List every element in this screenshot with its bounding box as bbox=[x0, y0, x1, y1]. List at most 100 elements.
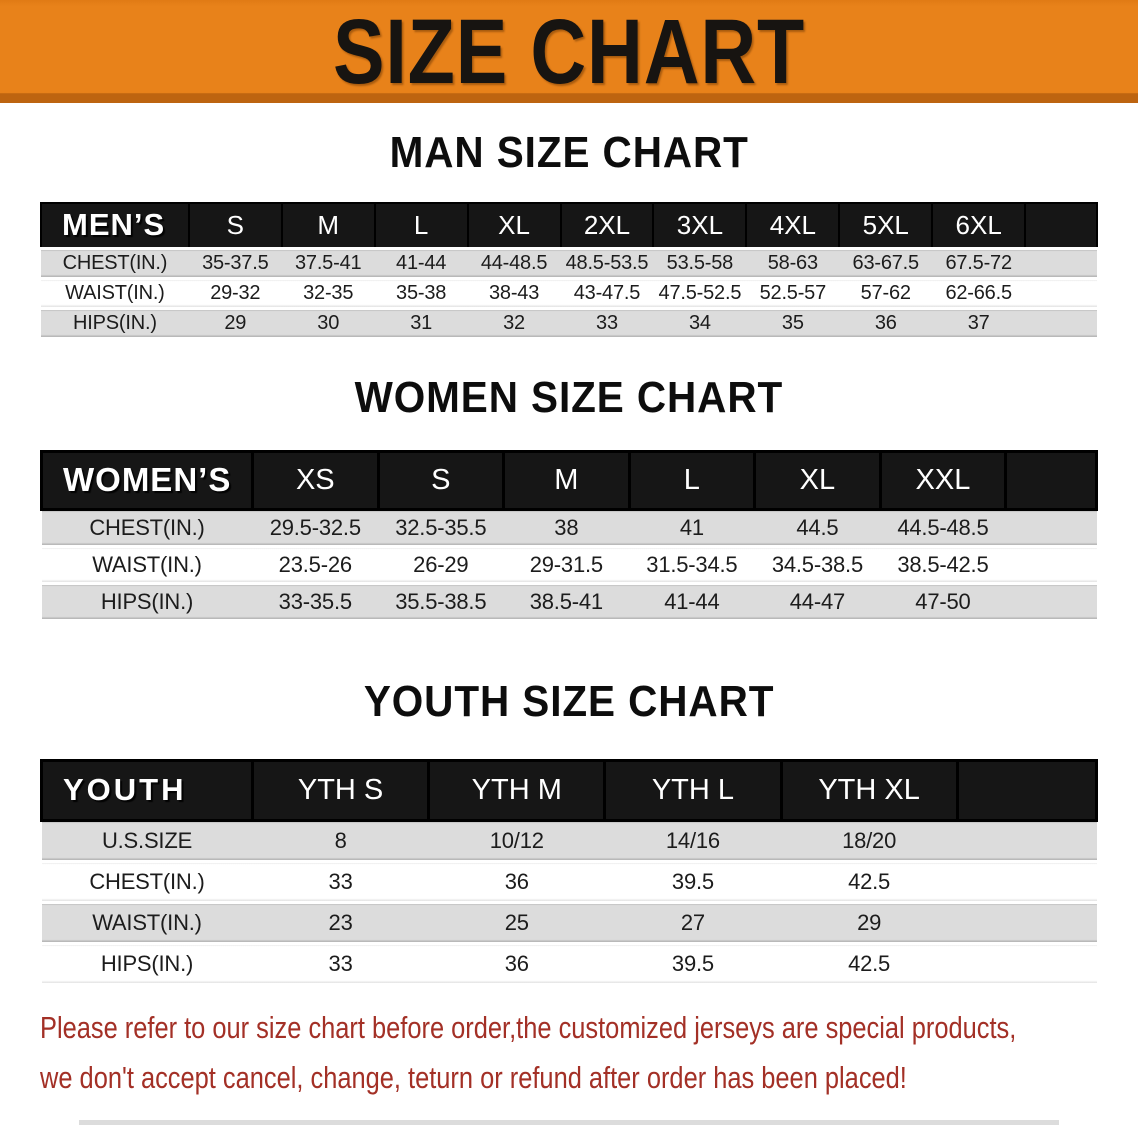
size-cell: 44-48.5 bbox=[467, 246, 561, 280]
women-column-header: XXL bbox=[878, 449, 1008, 511]
size-cell: 25 bbox=[428, 900, 605, 945]
cell-filler bbox=[957, 941, 1097, 986]
women-section-heading: WOMEN SIZE CHART bbox=[0, 372, 1138, 429]
row-label: HIPS(IN.) bbox=[41, 941, 253, 986]
row-label: CHEST(IN.) bbox=[41, 246, 189, 280]
men-column-header: 4XL bbox=[745, 202, 841, 249]
size-cell: 32.5-35.5 bbox=[378, 507, 504, 548]
women-header-row: WOMEN’S XS S M L XL XXL bbox=[39, 449, 1098, 511]
youth-chest-row: CHEST(IN.) 33 36 39.5 42.5 bbox=[41, 859, 1097, 904]
men-column-header: 6XL bbox=[931, 202, 1027, 249]
size-cell: 29-32 bbox=[188, 276, 282, 310]
size-cell: 26-29 bbox=[378, 544, 504, 585]
men-section: MAN SIZE CHART MEN’S S M L XL 2XL 3XL 4X… bbox=[0, 103, 1138, 340]
women-table-title: WOMEN’S bbox=[39, 449, 255, 511]
size-cell: 44.5 bbox=[754, 507, 881, 548]
banner: SIZE CHART bbox=[0, 0, 1138, 103]
size-cell: 41-44 bbox=[374, 246, 468, 280]
size-cell: 44-47 bbox=[754, 581, 881, 622]
size-cell: 63-67.5 bbox=[839, 246, 933, 280]
women-hips-row: HIPS(IN.) 33-35.5 35.5-38.5 38.5-41 41-4… bbox=[41, 581, 1097, 622]
women-column-header: XL bbox=[753, 449, 882, 511]
youth-hips-row: HIPS(IN.) 33 36 39.5 42.5 bbox=[41, 941, 1097, 986]
youth-section-heading: YOUTH SIZE CHART bbox=[0, 676, 1138, 733]
banner-title: SIZE CHART bbox=[332, 0, 806, 103]
women-chest-row: CHEST(IN.) 29.5-32.5 32.5-35.5 38 41 44.… bbox=[41, 507, 1097, 548]
size-cell: 43-47.5 bbox=[560, 276, 654, 310]
row-label: CHEST(IN.) bbox=[41, 507, 253, 548]
size-cell: 48.5-53.5 bbox=[560, 246, 654, 280]
men-column-header: 2XL bbox=[559, 202, 655, 249]
women-column-header: S bbox=[376, 449, 506, 511]
youth-ussize-row: U.S.SIZE 8 10/12 14/16 18/20 bbox=[41, 818, 1097, 863]
size-cell: 53.5-58 bbox=[653, 246, 747, 280]
cell-filler bbox=[1005, 544, 1097, 585]
size-cell: 39.5 bbox=[604, 859, 782, 904]
size-cell: 29 bbox=[781, 900, 958, 945]
disclaimer-line-2: we don't accept cancel, change, teturn o… bbox=[40, 1056, 1138, 1106]
size-cell: 37 bbox=[932, 306, 1026, 340]
youth-heading-text: YOUTH SIZE CHART bbox=[363, 676, 775, 726]
size-cell: 35-37.5 bbox=[188, 246, 282, 280]
size-cell: 38.5-41 bbox=[503, 581, 630, 622]
size-cell: 38-43 bbox=[467, 276, 561, 310]
women-section: WOMEN SIZE CHART WOMEN’S XS S M L XL XXL bbox=[0, 340, 1138, 622]
disclaimer-text-2: we don't accept cancel, change, teturn o… bbox=[40, 1059, 907, 1095]
men-section-heading: MAN SIZE CHART bbox=[0, 129, 1138, 184]
row-label: WAIST(IN.) bbox=[41, 544, 253, 585]
size-cell: 41-44 bbox=[629, 581, 755, 622]
men-waist-row: WAIST(IN.) 29-32 32-35 35-38 38-43 43-47… bbox=[41, 276, 1097, 310]
men-chest-row: CHEST(IN.) 35-37.5 37.5-41 41-44 44-48.5… bbox=[41, 246, 1097, 280]
row-label: WAIST(IN.) bbox=[41, 900, 253, 945]
youth-table-title: YOUTH bbox=[40, 758, 254, 822]
youth-column-header: YTH L bbox=[603, 758, 783, 822]
size-cell: 23.5-26 bbox=[252, 544, 379, 585]
men-column-header: L bbox=[373, 202, 469, 249]
men-column-header: XL bbox=[466, 202, 562, 249]
size-cell: 62-66.5 bbox=[932, 276, 1026, 310]
men-header-row: MEN’S S M L XL 2XL 3XL 4XL 5XL 6XL bbox=[40, 202, 1098, 249]
youth-section: YOUTH SIZE CHART YOUTH YTH S YTH M YTH L… bbox=[0, 622, 1138, 986]
men-hips-row: HIPS(IN.) 29 30 31 32 33 34 35 36 37 bbox=[41, 306, 1097, 340]
youth-size-table: YOUTH YTH S YTH M YTH L YTH XL U.S.SIZE … bbox=[40, 758, 1099, 986]
size-cell: 23 bbox=[252, 900, 429, 945]
size-cell: 33 bbox=[252, 941, 429, 986]
size-cell: 29 bbox=[188, 306, 282, 340]
men-heading-text: MAN SIZE CHART bbox=[389, 128, 749, 177]
row-label: HIPS(IN.) bbox=[41, 306, 189, 340]
size-cell: 41 bbox=[629, 507, 755, 548]
size-cell: 36 bbox=[428, 941, 605, 986]
size-cell: 67.5-72 bbox=[932, 246, 1026, 280]
youth-waist-row: WAIST(IN.) 23 25 27 29 bbox=[41, 900, 1097, 945]
size-cell: 33-35.5 bbox=[252, 581, 379, 622]
men-table-title: MEN’S bbox=[40, 202, 190, 249]
cell-filler bbox=[1025, 276, 1097, 310]
size-cell: 36 bbox=[428, 859, 605, 904]
row-label: U.S.SIZE bbox=[41, 818, 253, 863]
men-column-header: 5XL bbox=[838, 202, 934, 249]
youth-header-row: YOUTH YTH S YTH M YTH L YTH XL bbox=[40, 758, 1099, 822]
cell-filler bbox=[957, 859, 1097, 904]
youth-column-header: YTH S bbox=[250, 758, 431, 822]
row-label: CHEST(IN.) bbox=[41, 859, 253, 904]
size-cell: 32-35 bbox=[281, 276, 375, 310]
women-waist-row: WAIST(IN.) 23.5-26 26-29 29-31.5 31.5-34… bbox=[41, 544, 1097, 585]
women-size-table: WOMEN’S XS S M L XL XXL CHEST(IN.) 29.5-… bbox=[39, 449, 1098, 622]
cell-filler bbox=[957, 818, 1097, 863]
size-cell: 27 bbox=[604, 900, 782, 945]
size-cell: 38 bbox=[503, 507, 630, 548]
disclaimer-line-1: Please refer to our size chart before or… bbox=[40, 1006, 1138, 1056]
size-cell: 32 bbox=[467, 306, 561, 340]
size-cell: 35 bbox=[746, 306, 840, 340]
women-column-header: M bbox=[502, 449, 631, 511]
size-cell: 14/16 bbox=[604, 818, 782, 863]
women-heading-text: WOMEN SIZE CHART bbox=[354, 372, 784, 422]
header-filler bbox=[1024, 202, 1098, 249]
size-cell: 34 bbox=[653, 306, 747, 340]
size-cell: 29.5-32.5 bbox=[252, 507, 379, 548]
women-column-header: L bbox=[627, 449, 757, 511]
size-cell: 33 bbox=[560, 306, 654, 340]
size-cell: 18/20 bbox=[781, 818, 958, 863]
size-cell: 30 bbox=[281, 306, 375, 340]
